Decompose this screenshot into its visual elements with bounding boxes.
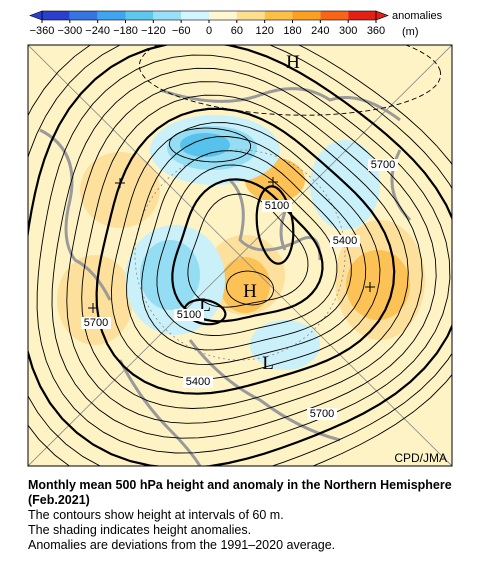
contour-line [255,185,295,265]
colorbar-bin [292,11,321,20]
credit: CPD/JMA [394,451,447,465]
colorbar-tick-label: −60 [172,25,191,37]
plus-markers [88,177,375,313]
caption: Monthly mean 500 hPa height and anomaly … [28,478,468,553]
contour-line [111,122,381,380]
colorbar-bin [348,11,376,20]
map [28,45,452,466]
contour-label: 5700 [310,408,334,420]
map-frame [27,44,453,467]
contour-line [171,178,324,323]
contour-line [51,67,437,439]
contour-line [28,45,452,466]
contour-line [81,94,409,409]
colorbar-tick-label: 180 [283,25,301,37]
caption-title: Monthly mean 500 hPa height and anomaly … [28,478,452,507]
colorbar-tick-label: 360 [367,25,385,37]
contour-label: 5400 [333,235,357,247]
contour-label: 5700 [371,159,395,171]
contour-line [28,45,452,466]
pressure-center-label: L [199,295,211,316]
colorbar-bin [153,11,182,20]
contour-label: 5100 [265,200,289,212]
pressure-center-label: H [286,52,300,73]
figure: −360 −300 −240 −180 −120 −60 0 60 120 180 240 300 36… [27,10,453,467]
contour-line [156,164,338,336]
contour-label-bg [81,317,111,329]
pressure-center-label: L [262,353,274,374]
colorbar-tick-label: −360 [30,25,55,37]
contour-label: 5400 [186,376,210,388]
contour-line [66,81,423,424]
colorbar-bin [264,11,293,20]
contour-label: 5700 [84,317,108,329]
contour-label: 5100 [177,309,201,321]
contour-line [95,107,396,395]
pressure-center-label: H [243,281,257,302]
colorbar-bin [181,11,209,20]
colorbar-tick-label: 60 [231,25,243,37]
colorbar-tick-label: −180 [113,25,138,37]
contour-line [168,127,252,163]
colorbar-tick-label: 300 [339,25,357,37]
colorbar-tick-label: −120 [141,25,166,37]
caption-line: Anomalies are deviations from the 1991–2… [28,538,336,552]
colorbar-unit: (m) [402,26,419,38]
contour-line [28,45,452,466]
colorbar-bin [125,11,154,20]
colorbar-bin [209,11,237,20]
contour-label-bg [183,376,213,388]
colorbar-bin [69,11,98,20]
colorbar-arrow [375,10,389,21]
colorbar-bin [320,11,349,20]
contour-label-bg [307,408,337,420]
caption-line: The contours show height at intervals of… [28,508,284,522]
colorbar-tick-label: −240 [85,25,110,37]
colorbar-arrow [29,10,43,21]
contour-line [226,270,274,306]
contour-label-bg [368,159,398,171]
colorbar-tick-label: 120 [255,25,273,37]
graticule [28,45,452,466]
colorbar-tick-label: 240 [311,25,329,37]
contour-label-bg [174,309,204,321]
contour-line [141,150,352,351]
colorbar-bin [236,11,265,20]
contour-line [138,45,442,116]
colorbar-tick-label: −300 [57,25,82,37]
contour-label-bg [262,200,292,212]
colorbar-tick-label: 0 [206,25,212,37]
colorbar-bin [42,11,70,20]
caption-line: The shading indicates height anomalies. [28,523,252,537]
colorbar-title: anomalies [392,10,443,22]
colorbar-bin [97,11,126,20]
contour-line [126,136,367,365]
contour-label-bg [330,235,360,247]
